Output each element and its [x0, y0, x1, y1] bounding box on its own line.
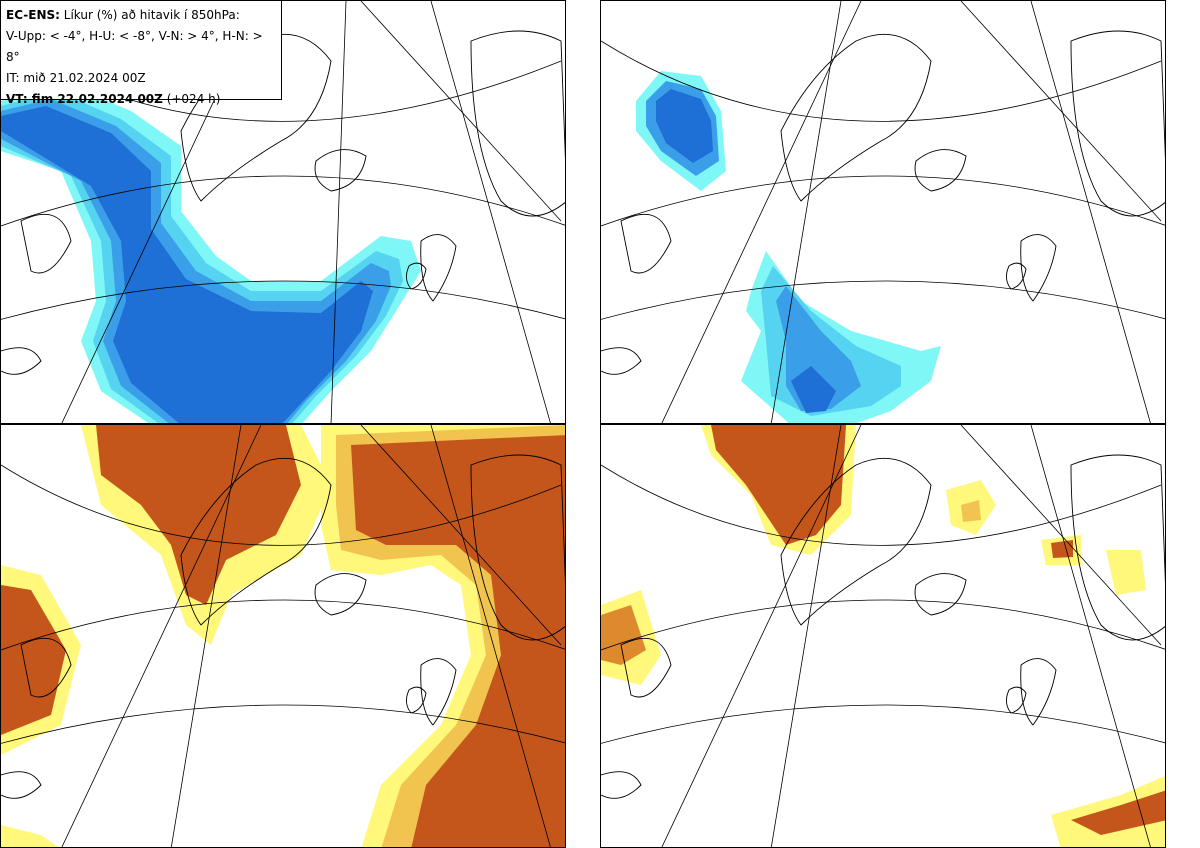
prob-95-area [1, 585, 66, 735]
prob-5-area [1106, 550, 1146, 595]
prob-5-area [1, 825, 59, 847]
prob-35-area [961, 500, 981, 522]
probability-map-svg [601, 1, 1165, 423]
valid-time: VT: fim 22.02.2024 00Z (+024 h) [6, 92, 221, 106]
forecast-info-box: EC-ENS: Líkur (%) að hitavik í 850hPa: V… [0, 0, 282, 106]
probability-map-svg [601, 425, 1165, 847]
coastline-outlines [1, 454, 565, 799]
threshold-line: V-Upp: < -4°, H-U: < -8°, V-N: > 4°, H-N… [6, 29, 263, 64]
coastline-outlines [601, 454, 1165, 799]
prob-95-area [656, 89, 713, 163]
prob-95-area [96, 425, 301, 605]
probability-map-svg [1, 1, 565, 423]
prob-95-area [1071, 790, 1165, 835]
map-panel-warm-8: 1009565355 [600, 424, 1166, 848]
prob-65-area [601, 605, 646, 665]
probability-map-svg [1, 425, 565, 847]
map-panel-cold-4: 1009565355 [0, 0, 566, 424]
init-time: IT: mið 21.02.2024 00Z [6, 71, 146, 85]
map-graticule [1, 425, 565, 847]
map-graticule [601, 425, 1165, 847]
map-panel-cold-8: 1009565355 [600, 0, 1166, 424]
title-line: EC-ENS: Líkur (%) að hitavik í 850hPa: [6, 8, 240, 22]
coastline-outlines [1, 30, 565, 375]
coastline-outlines [601, 30, 1165, 375]
prob-95-area [351, 435, 565, 847]
map-panel-warm-4: 1009565355 [0, 424, 566, 848]
prob-95-area [1051, 540, 1073, 558]
prob-95-area [791, 366, 836, 413]
prob-95-area [1, 106, 373, 423]
prob-95-area [711, 425, 846, 545]
